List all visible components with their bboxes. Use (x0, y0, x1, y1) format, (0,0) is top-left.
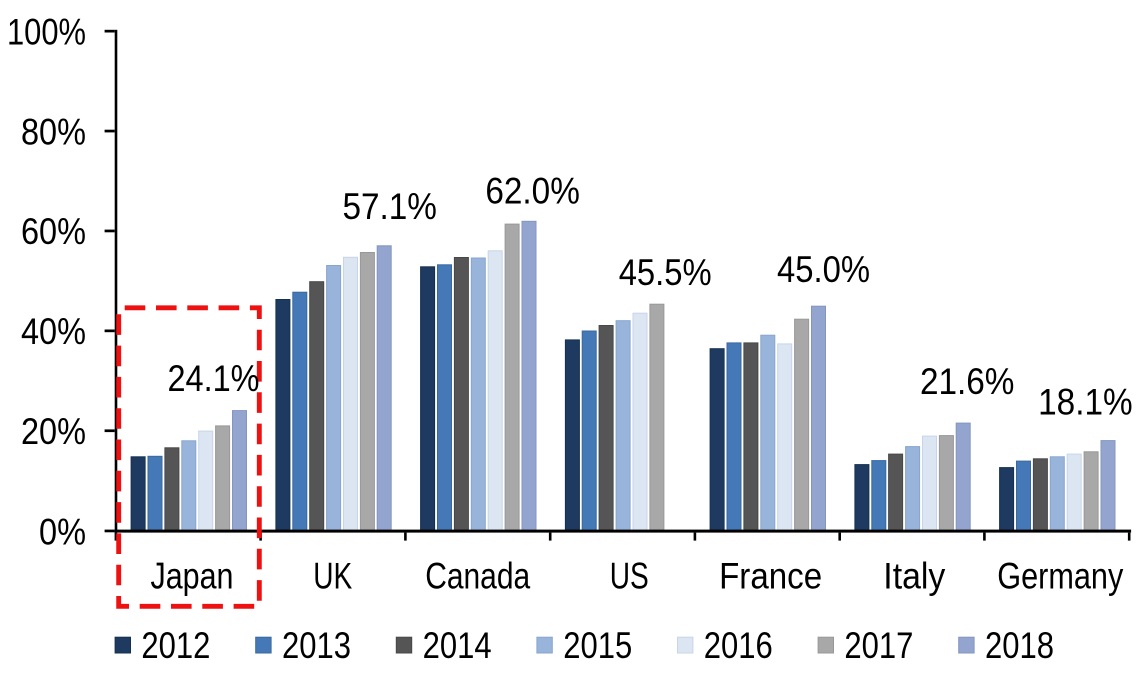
svg-text:Canada: Canada (425, 556, 530, 597)
svg-text:2013: 2013 (282, 625, 351, 666)
svg-text:62.0%: 62.0% (485, 171, 580, 212)
svg-text:2012: 2012 (141, 625, 210, 666)
svg-text:20%: 20% (21, 411, 86, 452)
svg-text:2018: 2018 (985, 625, 1054, 666)
svg-text:100%: 100% (7, 11, 86, 52)
svg-text:2017: 2017 (844, 625, 913, 666)
svg-text:Germany: Germany (997, 556, 1123, 597)
svg-text:18.1%: 18.1% (1038, 382, 1133, 423)
svg-text:40%: 40% (21, 311, 86, 352)
svg-text:0%: 0% (39, 511, 86, 552)
svg-text:US: US (610, 556, 649, 597)
svg-text:45.5%: 45.5% (619, 252, 712, 293)
svg-text:24.1%: 24.1% (168, 358, 260, 399)
svg-text:France: France (719, 556, 822, 597)
svg-text:Japan: Japan (151, 556, 234, 597)
svg-text:2014: 2014 (423, 625, 492, 666)
svg-text:21.6%: 21.6% (920, 361, 1015, 402)
svg-text:2015: 2015 (563, 625, 632, 666)
svg-text:57.1%: 57.1% (342, 186, 437, 227)
svg-text:60%: 60% (21, 211, 86, 252)
svg-text:80%: 80% (21, 111, 86, 152)
svg-text:2016: 2016 (704, 625, 773, 666)
svg-text:UK: UK (313, 556, 352, 597)
svg-text:45.0%: 45.0% (777, 249, 870, 290)
svg-text:Italy: Italy (883, 556, 945, 597)
